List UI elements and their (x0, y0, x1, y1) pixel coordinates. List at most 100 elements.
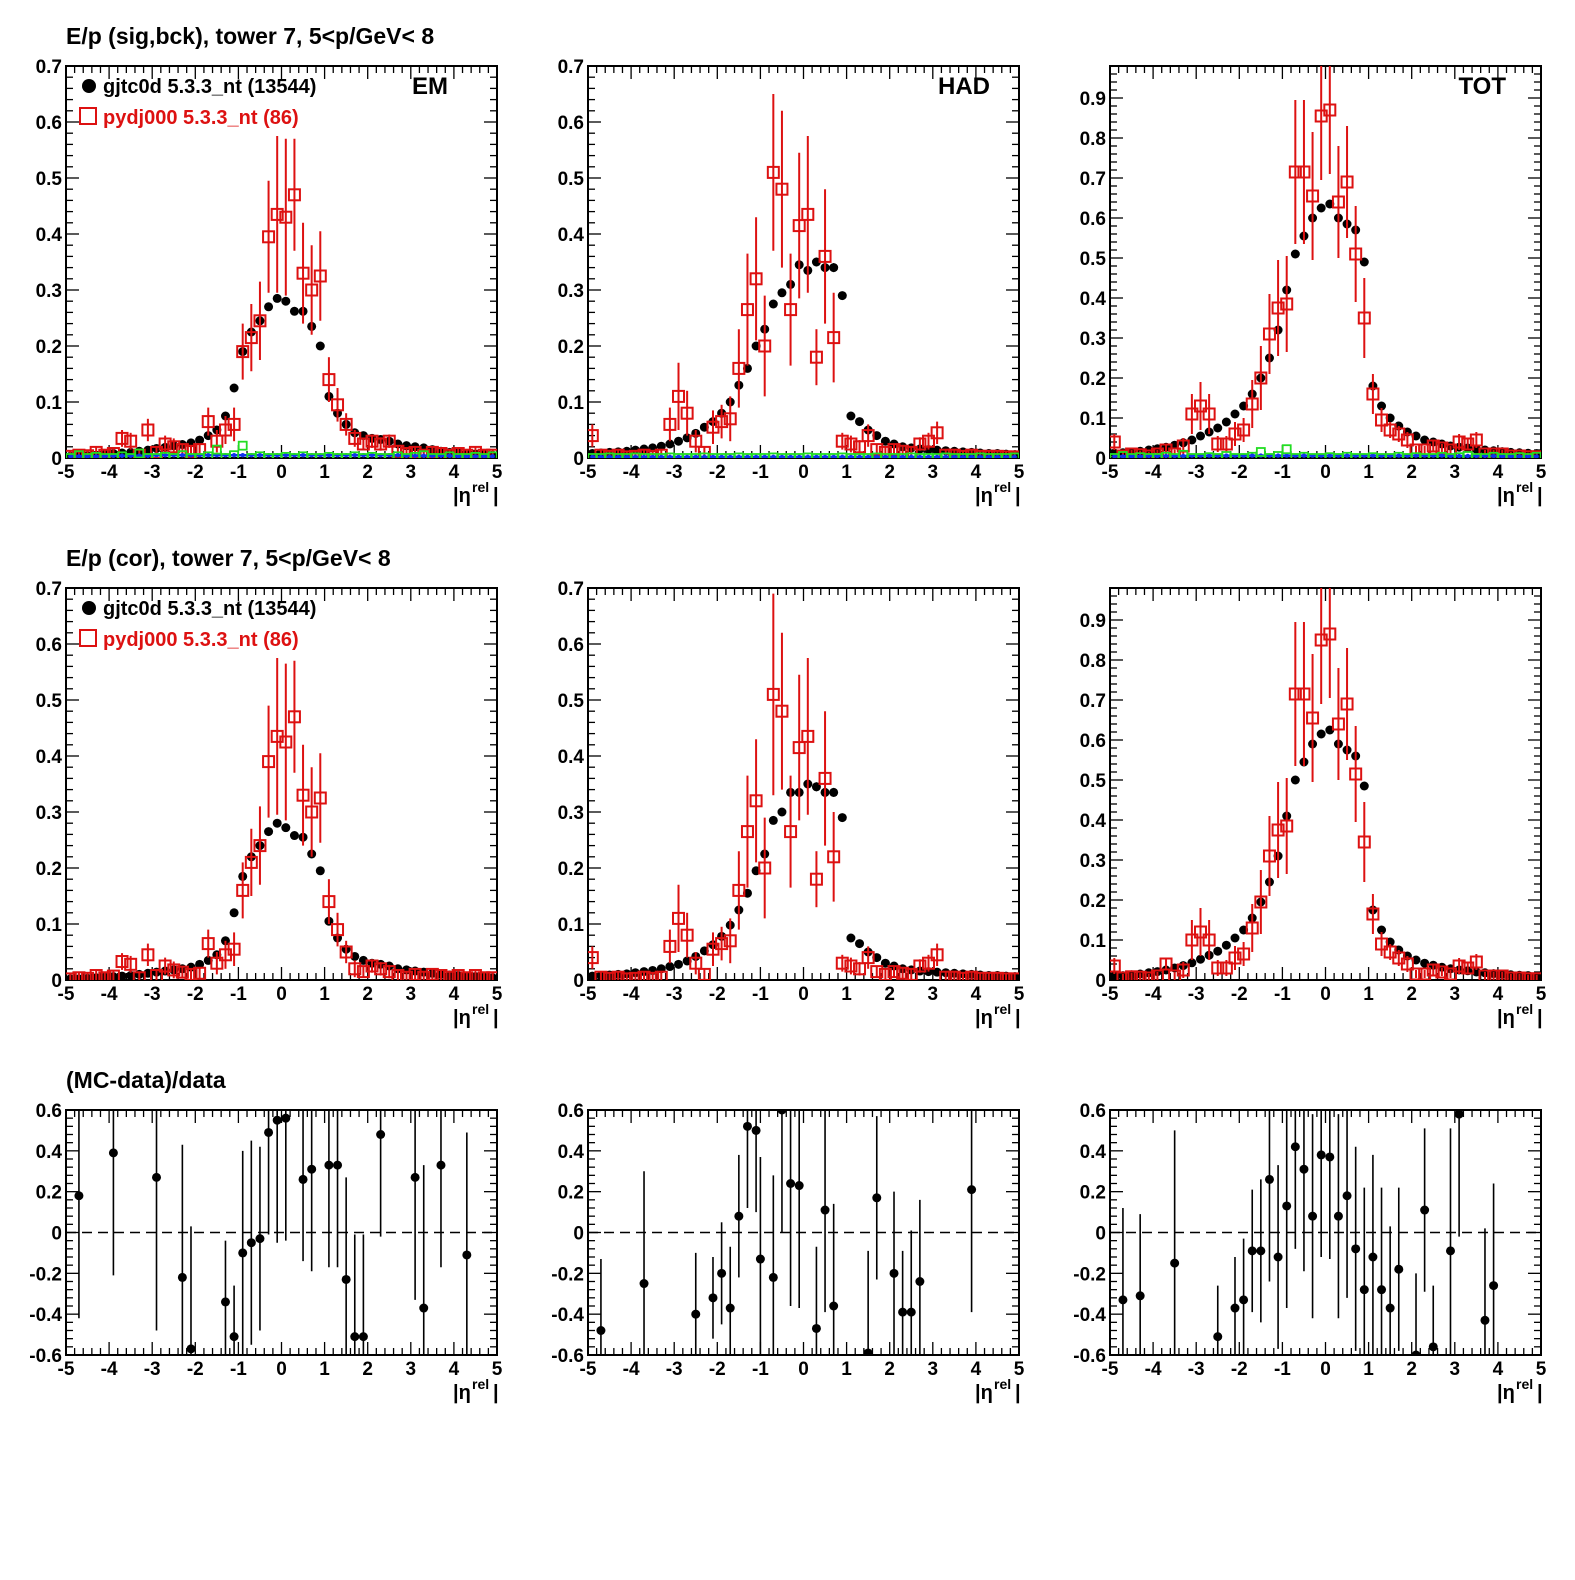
mc-point (305, 805, 319, 819)
mc-point (313, 269, 327, 283)
y-tick-label: 0 (573, 449, 584, 470)
green-point (1110, 453, 1120, 458)
plot-data (66, 1110, 497, 1355)
mc-point (313, 791, 327, 805)
y-tick-label: 0.5 (36, 169, 63, 190)
row-title-sig-bck: E/p (sig,bck), tower 7, 5<p/GeV< 8 (66, 23, 434, 49)
y-tick-label: 0.2 (1080, 1183, 1106, 1204)
ratio-point (246, 1238, 256, 1248)
green-point (82, 453, 93, 458)
green-point (1255, 447, 1266, 457)
green-point (1230, 453, 1240, 458)
panel-em-ratio: -5 -4 -3 -2 -1 0 1 2 3 4 5 -0.6 -0.4 -0.2 0 0.2 0.4 0.6 |η… (29, 1101, 502, 1404)
y-tick-label: 0.2 (558, 337, 584, 358)
green-point (436, 453, 446, 458)
y-tick-label: 0.2 (36, 859, 62, 880)
ratio-point (734, 1211, 744, 1221)
blue-point (68, 454, 73, 458)
x-tick-label: 0 (1320, 1359, 1331, 1380)
ratio-point (777, 1110, 787, 1115)
blue-point (369, 453, 375, 458)
blue-point (481, 454, 487, 458)
ratio-point (281, 1113, 291, 1123)
mc-point (227, 942, 241, 956)
x-tick-label: 5 (492, 462, 503, 483)
y-tick-label: 0.7 (1080, 691, 1106, 712)
data-point (1316, 729, 1326, 739)
green-point (1273, 451, 1283, 458)
y-tick-label: -0.6 (29, 1346, 62, 1367)
ratio-point (1385, 1303, 1395, 1313)
mc-point (1254, 371, 1268, 385)
mc-point (646, 971, 660, 980)
blue-point (326, 453, 332, 458)
mc-point (158, 959, 172, 973)
mc-point (1469, 955, 1483, 969)
x-axis-title: |η (1497, 1007, 1515, 1029)
green-point (656, 453, 667, 458)
green-point (211, 444, 222, 455)
y-tick-label: 0 (51, 1224, 62, 1245)
legend-mc-marker (79, 629, 97, 647)
green-point (923, 453, 934, 458)
blue-point (736, 454, 742, 458)
blue-point (1525, 454, 1531, 458)
blue-point (1012, 454, 1017, 458)
green-point (889, 453, 899, 458)
x-tick-label: 1 (841, 462, 852, 483)
green-point (194, 453, 205, 458)
x-tick-label: 2 (884, 1359, 895, 1380)
ratio-point (358, 1332, 368, 1342)
green-point (1471, 453, 1482, 458)
y-tick-label: 0.5 (1080, 249, 1107, 270)
ratio-point (1299, 1164, 1309, 1174)
blue-point (865, 454, 871, 458)
green-point (1419, 453, 1430, 458)
mc-point (1323, 627, 1337, 641)
y-tick-label: 0.2 (558, 1183, 584, 1204)
data-point (1196, 954, 1206, 964)
mc-point (1194, 399, 1208, 413)
mc-point (236, 345, 250, 359)
data-point (1359, 781, 1369, 791)
data-point (855, 417, 865, 427)
blue-point (978, 454, 983, 458)
green-point (863, 453, 874, 458)
mc-point (132, 971, 146, 980)
blue-point (162, 453, 168, 458)
plot-data (66, 658, 497, 980)
green-point (1281, 444, 1292, 455)
green-point (639, 453, 649, 458)
ratio-point (691, 1309, 701, 1319)
blue-point (934, 454, 940, 458)
y-tick-label: 0.3 (558, 281, 584, 302)
mc-point (611, 970, 625, 980)
data-point (1316, 203, 1326, 213)
x-axis-title-close: | (1015, 1382, 1021, 1404)
data-point (289, 831, 299, 841)
mc-point (365, 959, 379, 973)
x-axis-title: |η (975, 1007, 993, 1029)
x-tick-label: 3 (928, 984, 939, 1005)
ratio-point (333, 1160, 343, 1170)
ratio-point (811, 1323, 821, 1333)
ratio-point (889, 1268, 899, 1278)
data-point (315, 866, 325, 876)
blue-point (615, 454, 621, 458)
x-axis-title-sup: rel (1516, 479, 1533, 495)
mc-point (1176, 963, 1190, 977)
blue-point (745, 454, 750, 458)
mc-point (982, 971, 996, 980)
mc-point (792, 219, 806, 233)
y-tick-label: 0.9 (1080, 611, 1106, 632)
blue-point (1517, 454, 1522, 458)
mc-point (1383, 423, 1397, 437)
mc-point (680, 928, 694, 942)
x-tick-label: 1 (319, 1359, 330, 1380)
mc-point (1297, 687, 1311, 701)
mc-point (287, 188, 301, 202)
mc-point (689, 434, 703, 448)
x-tick-label: 2 (884, 462, 895, 483)
y-tick-label: -0.2 (1073, 1264, 1106, 1285)
mc-point (766, 687, 780, 701)
